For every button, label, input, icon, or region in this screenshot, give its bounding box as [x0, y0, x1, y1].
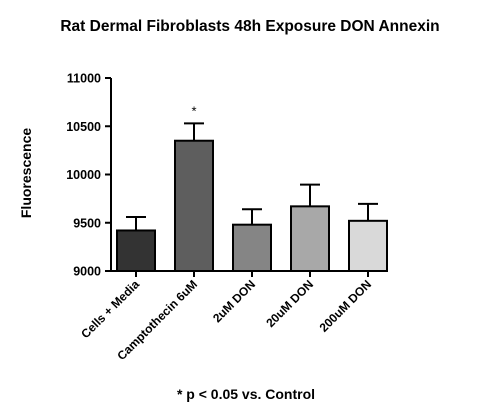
chart-title: Rat Dermal Fibroblasts 48h Exposure DON …: [60, 18, 439, 35]
bar: [290, 205, 330, 272]
bar: [348, 219, 388, 273]
bar: [116, 229, 156, 272]
significance-marker: *: [191, 103, 196, 118]
category-label: Cells + Media: [78, 277, 142, 341]
y-tick-label: 9500: [73, 216, 101, 230]
category-label: 200uM DON: [317, 277, 375, 335]
bar: [174, 139, 214, 272]
y-tick-label: 9000: [73, 265, 101, 279]
category-label: 20uM DON: [263, 277, 316, 330]
category-label: 2uM DON: [210, 277, 258, 325]
y-axis-label: Fluorescence: [18, 128, 34, 218]
y-tick-label: 10000: [66, 168, 101, 182]
y-tick-label: 11000: [67, 72, 101, 86]
y-tick-label: 10500: [66, 120, 101, 134]
bar: [232, 223, 272, 272]
footnote: * p < 0.05 vs. Control: [177, 386, 315, 402]
